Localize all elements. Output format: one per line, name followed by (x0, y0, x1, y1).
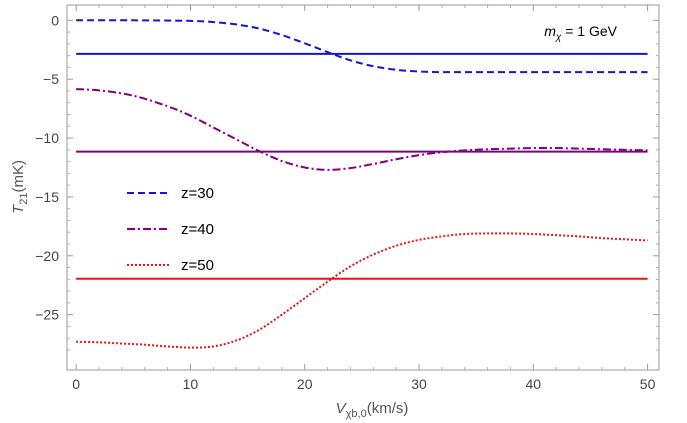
legend: z=30 z=40 z=50 (127, 185, 214, 274)
y-tick-label: −15 (35, 189, 59, 205)
y-axis-label: T21(mK) (10, 160, 30, 214)
x-axis-label-sub: χb,0 (346, 408, 367, 420)
curve-z-30 (76, 19, 648, 74)
x-tick-label: 40 (525, 376, 541, 392)
y-tick-label: −20 (35, 248, 59, 264)
axis-ticks: 0 10 20 30 40 50 0 −5 −10 −15 −20 −25 (35, 5, 659, 392)
flat-lines (76, 52, 648, 280)
x-axis-label: Vχb,0(km/s) (336, 400, 409, 420)
x-tick-label: 30 (411, 376, 427, 392)
y-tick-label: −25 (35, 307, 59, 323)
y-tick-label: 0 (51, 12, 59, 28)
mass-annotation: mχ = 1 GeV (544, 23, 617, 43)
mass-annotation-sub: χ (555, 32, 562, 43)
x-axis-label-var: V (336, 400, 348, 417)
x-tick-label: 50 (640, 376, 656, 392)
y-axis-label-rest: (mK) (10, 160, 27, 193)
legend-label: z=40 (181, 221, 214, 238)
mass-annotation-var: m (544, 23, 556, 39)
y-tick-label: −5 (43, 71, 59, 87)
x-tick-label: 0 (72, 376, 80, 392)
legend-label: z=30 (181, 185, 214, 202)
y-tick-label: −10 (35, 130, 59, 146)
y-axis-label-sub: 21 (18, 193, 30, 205)
legend-label: z=50 (181, 257, 214, 274)
y-axis-label-var: T (10, 203, 27, 214)
curve-z-40 (76, 88, 648, 171)
plot-frame (66, 4, 660, 371)
x-axis-label-rest: (km/s) (367, 400, 409, 417)
x-tick-label: 20 (297, 376, 313, 392)
series-curves (76, 19, 648, 349)
curve-z-50 (76, 232, 648, 349)
mass-annotation-rest: = 1 GeV (561, 23, 617, 39)
x-tick-label: 10 (183, 376, 199, 392)
